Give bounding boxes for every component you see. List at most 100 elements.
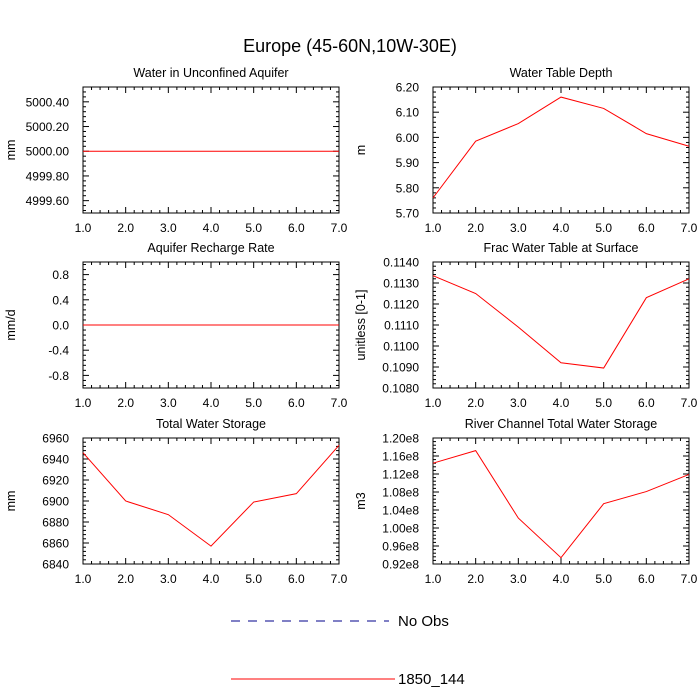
x-tick-label: 1.0 [75, 221, 92, 235]
y-axis-label: unitless [0-1] [354, 290, 368, 361]
y-tick-label: 0.92e8 [382, 558, 419, 572]
x-tick-label: 5.0 [245, 396, 262, 410]
panel-title: Aquifer Recharge Rate [147, 241, 274, 255]
x-tick-label: 2.0 [117, 396, 134, 410]
figure-title: Europe (45-60N,10W-30E) [243, 36, 457, 56]
x-tick-label: 6.0 [288, 396, 305, 410]
x-tick-label: 4.0 [203, 221, 220, 235]
panels: Water in Unconfined Aquifer mm 1.0 2.0 3.0 4.… [4, 66, 698, 586]
y-tick-label: 0.96e8 [382, 540, 419, 554]
y-tick-label: 1.12e8 [382, 468, 419, 482]
y-axis-label: mm [4, 491, 18, 512]
x-tick-label: 7.0 [681, 572, 698, 586]
x-tick-label: 6.0 [288, 572, 305, 586]
plot-frame [432, 86, 690, 214]
y-axis-label: m [354, 145, 368, 155]
x-tick-label: 3.0 [160, 572, 177, 586]
y-tick-label: 5000.20 [26, 120, 70, 134]
y-tick-label: 0.8 [52, 268, 69, 282]
y-tick-label: 4999.60 [26, 194, 70, 208]
chart-panel-frac-water-table-at-surface: Frac Water Table at Surface unitless [0-1… [354, 241, 698, 410]
y-tick-label: 6.00 [396, 131, 420, 145]
y-tick-label: 0.1110 [384, 319, 419, 333]
y-tick-label: 6920 [42, 474, 69, 488]
x-tick-label: 1.0 [425, 396, 442, 410]
x-tick-label: 3.0 [510, 221, 527, 235]
y-tick-label: 6900 [42, 495, 69, 509]
panel-title: Frac Water Table at Surface [484, 241, 639, 255]
panel-title: Total Water Storage [156, 417, 266, 431]
x-tick-label: 4.0 [203, 572, 220, 586]
y-tick-label: 1.20e8 [382, 432, 419, 446]
x-tick-label: 7.0 [331, 221, 348, 235]
legend-label-no-obs: No Obs [398, 613, 449, 630]
x-tick-label: 6.0 [638, 572, 655, 586]
y-tick-label: 1.16e8 [382, 450, 419, 464]
series-line-1850-144 [82, 445, 340, 547]
x-tick-label: 3.0 [160, 221, 177, 235]
y-tick-label: 5.90 [396, 156, 420, 170]
y-tick-label: 0.1130 [383, 277, 419, 291]
chart-panel-total-water-storage: Total Water Storage mm 1.0 2.0 3.0 4.0 5.0 6.0 7… [4, 417, 348, 586]
x-tick-label: 4.0 [553, 572, 570, 586]
x-tick-label: 2.0 [117, 221, 134, 235]
y-tick-label: 0.0 [52, 319, 69, 333]
x-tick-label: 4.0 [553, 221, 570, 235]
x-tick-label: 7.0 [331, 396, 348, 410]
y-tick-label: 1.00e8 [382, 522, 419, 536]
x-tick-label: 3.0 [510, 572, 527, 586]
y-axis-label: mm/d [4, 309, 18, 340]
y-tick-label: 6880 [42, 516, 69, 530]
x-tick-label: 5.0 [595, 221, 612, 235]
x-tick-label: 5.0 [595, 572, 612, 586]
chart-panel-aquifer-recharge-rate: Aquifer Recharge Rate mm/d 1.0 2.0 3.0 4.0 5.0… [4, 241, 348, 410]
y-tick-label: 5000.00 [26, 145, 70, 159]
series-line-1850-144 [432, 275, 690, 369]
y-tick-label: -0.4 [48, 344, 69, 358]
y-tick-label: 1.04e8 [382, 504, 419, 518]
y-tick-label: 6960 [42, 432, 69, 446]
y-tick-label: 5000.40 [26, 95, 70, 109]
x-tick-label: 4.0 [553, 396, 570, 410]
x-tick-label: 2.0 [467, 221, 484, 235]
y-tick-label: 6840 [42, 558, 69, 572]
panel-title: Water Table Depth [510, 66, 613, 80]
x-tick-label: 1.0 [425, 572, 442, 586]
y-tick-label: 1.08e8 [382, 486, 419, 500]
y-tick-label: 0.1100 [383, 340, 419, 354]
x-tick-label: 3.0 [510, 396, 527, 410]
x-tick-label: 7.0 [681, 396, 698, 410]
y-axis-label: m3 [354, 492, 368, 509]
x-tick-label: 6.0 [288, 221, 305, 235]
x-tick-label: 4.0 [203, 396, 220, 410]
y-tick-label: 4999.80 [26, 169, 70, 183]
x-tick-label: 2.0 [117, 572, 134, 586]
x-tick-label: 6.0 [638, 396, 655, 410]
y-tick-label: 0.1140 [383, 256, 419, 270]
y-tick-label: 0.1090 [382, 361, 419, 375]
x-tick-label: 1.0 [75, 396, 92, 410]
x-tick-label: 7.0 [331, 572, 348, 586]
y-tick-label: 0.1080 [382, 382, 419, 396]
x-tick-label: 7.0 [681, 221, 698, 235]
y-tick-label: 0.1120 [383, 298, 419, 312]
legend: No Obs 1850_144 [231, 613, 465, 688]
chart-panel-river-channel-total-water-storage: River Channel Total Water Storage m3 1.0 2.… [354, 417, 698, 586]
y-tick-label: 0.4 [52, 293, 69, 307]
panel-title: River Channel Total Water Storage [465, 417, 658, 431]
chart-panel-water-table-depth: Water Table Depth m 1.0 2.0 3.0 4.0 5.0 6.0 7.0 5… [354, 66, 698, 235]
y-tick-label: 5.70 [396, 207, 420, 221]
x-tick-label: 1.0 [75, 572, 92, 586]
y-tick-label: 6.20 [396, 81, 420, 95]
x-tick-label: 5.0 [595, 396, 612, 410]
plot-frame [432, 261, 690, 389]
x-tick-label: 2.0 [467, 396, 484, 410]
y-tick-label: 6940 [42, 453, 69, 467]
legend-label-1850-144: 1850_144 [398, 671, 465, 688]
y-tick-label: 6.10 [396, 106, 420, 120]
plot-frame [432, 437, 690, 565]
x-tick-label: 3.0 [160, 396, 177, 410]
series-line-1850-144 [432, 450, 690, 559]
x-tick-label: 5.0 [245, 572, 262, 586]
